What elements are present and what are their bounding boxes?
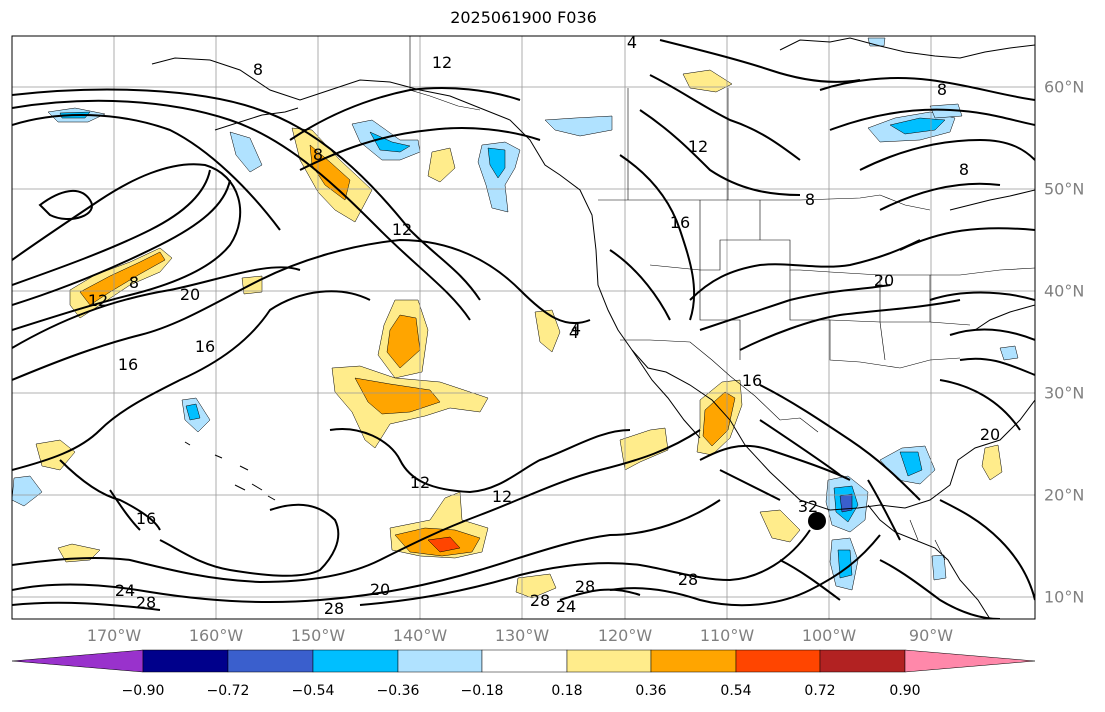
contour-label: 28 — [324, 599, 344, 618]
political-borders — [409, 36, 1035, 561]
contour-label: 12 — [432, 53, 452, 72]
contour-label: 24 — [556, 597, 576, 616]
colorbar-tick-label: −0.90 — [121, 683, 165, 699]
latitude-label: 10°N — [1044, 587, 1085, 607]
colorbar-tick-label: −0.36 — [376, 683, 420, 699]
colorbar-low-extend — [11, 649, 144, 673]
latitude-label: 40°N — [1044, 281, 1085, 301]
contour-label: 8 — [805, 190, 815, 209]
longitude-label: 150°W — [290, 626, 346, 645]
coastlines — [151, 37, 1035, 619]
colorbar-swatch — [735, 649, 821, 673]
colorbar-tick-label: 0.36 — [635, 683, 667, 699]
colorbar-swatch — [312, 649, 399, 673]
contour-label: 20 — [370, 580, 390, 599]
colorbar-swatch — [566, 649, 652, 673]
contour-label: 8 — [937, 80, 947, 99]
longitude-label: 170°W — [86, 626, 142, 645]
colorbar-swatch — [819, 649, 906, 673]
location-marker — [808, 512, 826, 530]
contour-label: 8 — [129, 273, 139, 292]
contour-label: 12 — [392, 220, 412, 239]
contour-label: 4 — [569, 323, 579, 342]
map-frame — [11, 35, 1036, 620]
latitude-label: 60°N — [1044, 77, 1085, 97]
contour-label: 16 — [195, 337, 215, 356]
contour-label: 8 — [959, 160, 969, 179]
colorbar-swatch — [227, 649, 314, 673]
latitude-label: 30°N — [1044, 383, 1085, 403]
contour-label: 16 — [136, 509, 156, 528]
contour-label: 20 — [980, 425, 1000, 444]
colorbar-swatch — [650, 649, 737, 673]
contour-label: 20 — [180, 285, 200, 304]
contour-label: 28 — [575, 577, 595, 596]
colorbar-high-extend — [904, 649, 1036, 673]
gridlines — [12, 36, 1035, 619]
contour-label: 28 — [530, 591, 550, 610]
colorbar-tick-label: −0.18 — [460, 683, 504, 699]
longitude-label: 140°W — [392, 626, 448, 645]
contour-label: 28 — [136, 593, 156, 612]
colorbar-tick-label: −0.72 — [206, 683, 250, 699]
contour-label: 8 — [253, 60, 263, 79]
contour-label: 32 — [798, 497, 818, 516]
longitude-label: 90°W — [908, 626, 954, 645]
contour-label: 20 — [874, 271, 894, 290]
contour-label-group: 4 8 12 8 12 20 16 16 4 12 12 16 20 28 28… — [88, 33, 1000, 618]
colorbar-tick-label: 0.18 — [551, 683, 583, 699]
contour-label: 4 — [571, 319, 581, 338]
contour-label: 12 — [688, 137, 708, 156]
contour-label: 4 — [627, 33, 637, 52]
contour-label: 12 — [88, 291, 108, 310]
colorbar-tick-label: 0.54 — [720, 683, 752, 699]
longitude-label: 120°W — [597, 626, 653, 645]
longitude-label: 110°W — [699, 626, 755, 645]
contour-label: 8 — [313, 145, 323, 164]
contour-label: 16 — [742, 371, 762, 390]
colorbar-tick-label: −0.54 — [291, 683, 335, 699]
colorbar-swatch — [142, 649, 229, 673]
contour-label: 24 — [115, 581, 135, 600]
colorbar-swatch — [481, 649, 568, 673]
contour-label: 12 — [492, 487, 512, 506]
contour-label: 12 — [410, 473, 430, 492]
colorbar-tick-label: 0.90 — [889, 683, 921, 699]
latitude-label: 20°N — [1044, 485, 1085, 505]
islands — [184, 441, 276, 501]
longitude-label: 160°W — [188, 626, 244, 645]
contour-label: 16 — [670, 213, 690, 232]
colorbar — [11, 649, 1036, 673]
map-title: 2025061900 F036 — [450, 8, 597, 27]
contour-label: 16 — [118, 355, 138, 374]
latitude-label: 50°N — [1044, 179, 1085, 199]
contour-lines — [12, 39, 1035, 619]
longitude-label: 100°W — [801, 626, 857, 645]
contour-label: 28 — [678, 570, 698, 589]
colorbar-swatch — [397, 649, 483, 673]
longitude-label: 130°W — [494, 626, 550, 645]
colorbar-tick-label: 0.72 — [804, 683, 836, 699]
